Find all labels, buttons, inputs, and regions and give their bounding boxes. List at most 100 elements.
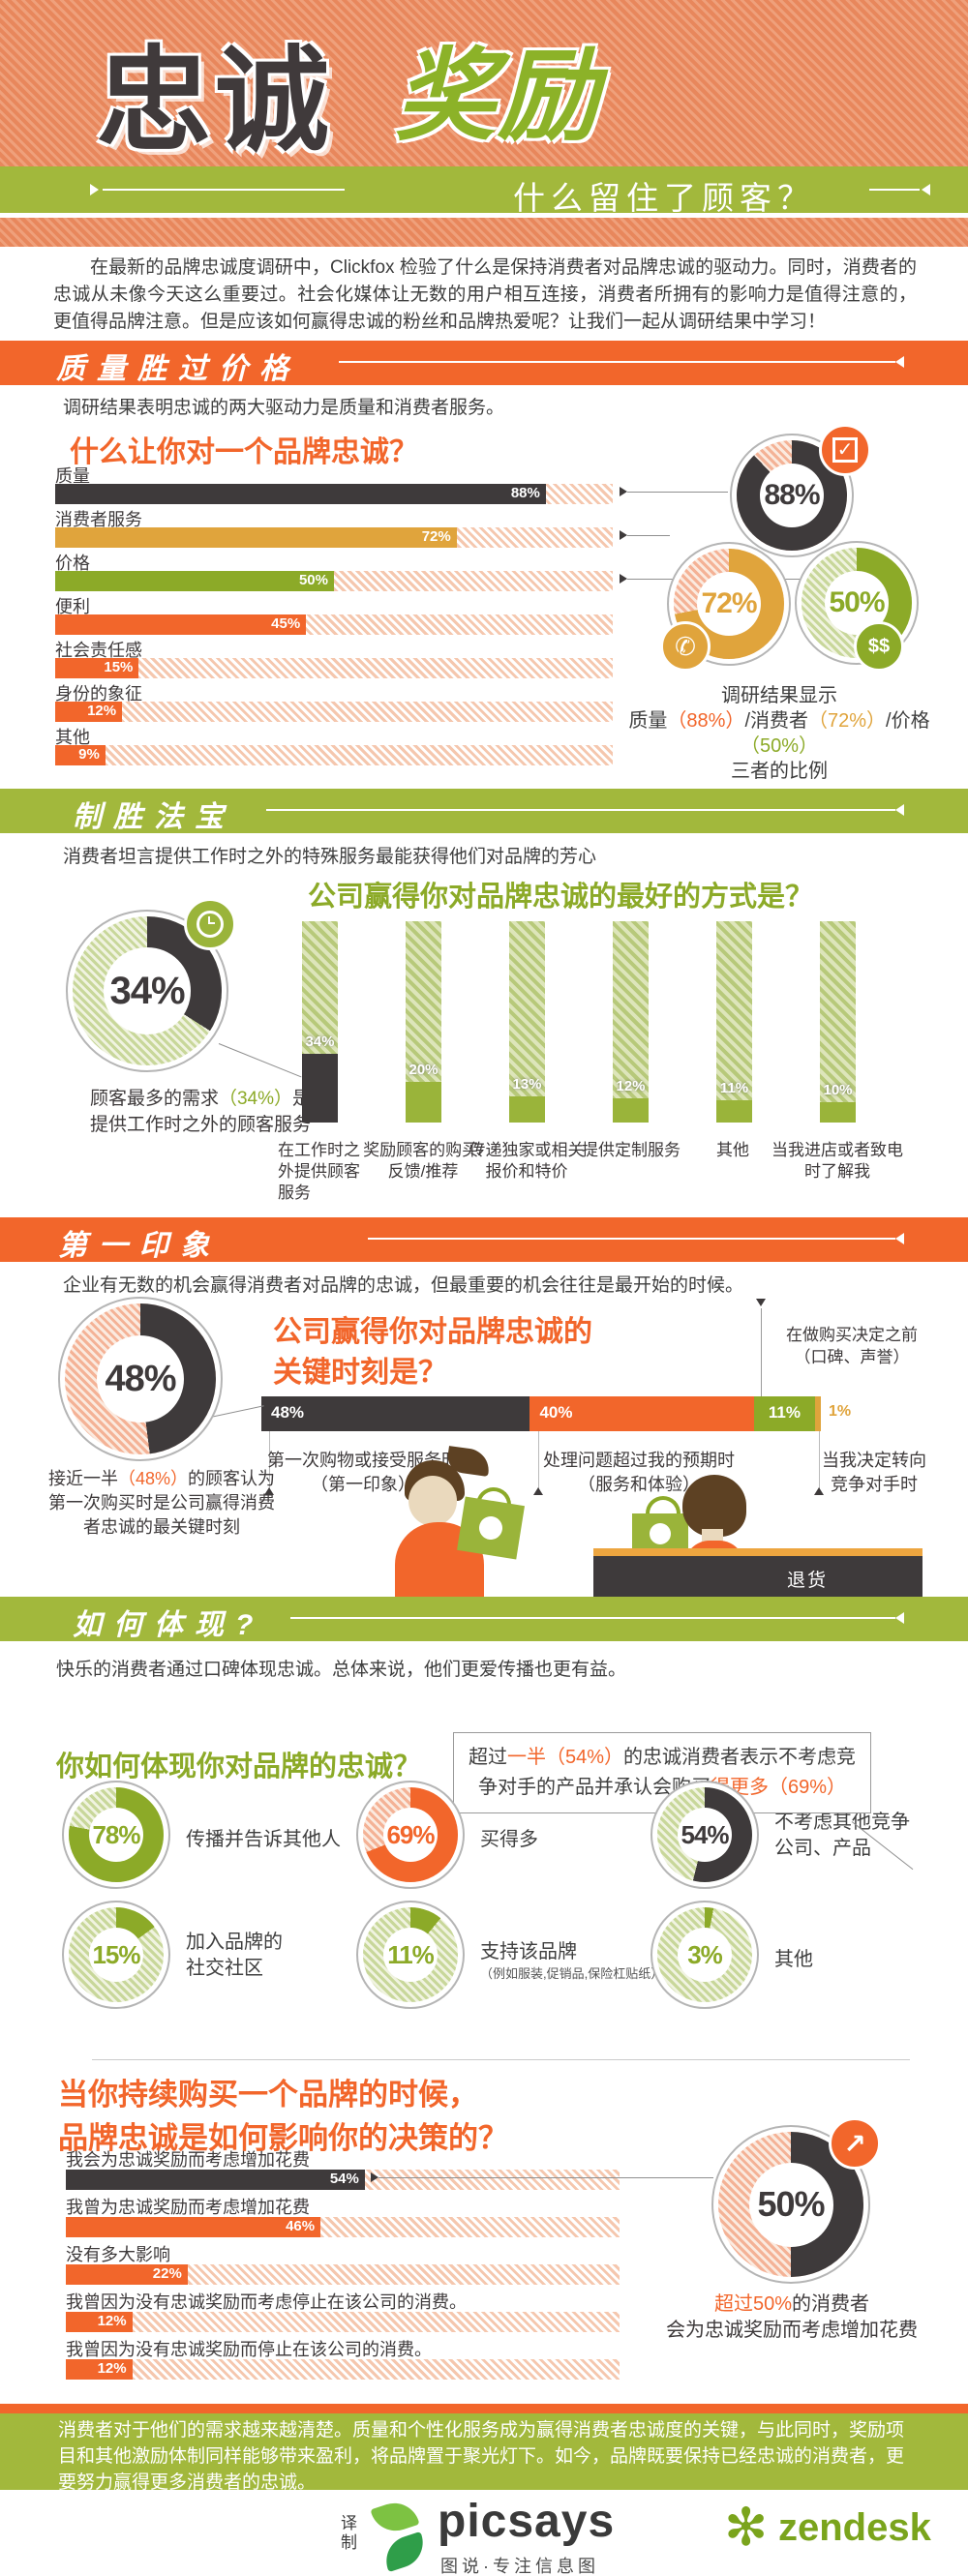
annotation-text: 在做购买决定之前 （口碑、声誉） [770,1324,934,1368]
column-label: 提供定制服务 [582,1141,681,1159]
bar-value: 88% [510,485,540,501]
picsays-tagline: 图说·专注信息图 [440,2557,599,2576]
donut-value: 69% [386,1819,435,1849]
annotation-marker-icon [756,1299,766,1306]
bar-label: 我曾为忠诚奖励而考虑增加花费 [66,2198,310,2217]
counter-body [593,1556,923,1599]
text-segment: 质量 [628,710,668,732]
donut-48: 48% [58,1297,223,1461]
section3-banner-line [368,1238,895,1240]
header-background [0,0,968,166]
chart-row: 便利 45% [55,593,617,637]
donut-54: 54% [650,1781,759,1889]
donut-34: 34% [66,910,228,1072]
tick-line [819,1431,820,1493]
donut50-caption: 超过50%的消费者 会为忠诚奖励而考虑增加花费 [629,2291,954,2344]
section4-banner-line [290,1617,895,1619]
text-segment: 的顾客认为第一次购买时是公司赢得消费者忠诚的最关键时刻 [48,1469,276,1537]
chart-row: 我曾因为没有忠诚奖励而考虑停止在该公司的消费。 12% [66,2289,620,2336]
bar-label: 其他 [55,728,90,747]
column-label: 奖励顾客的购买/反馈/推荐 [363,1141,483,1181]
column-label: 当我进店或者致电时了解我 [771,1141,903,1181]
text-segment: 当我决定转向 [822,1451,926,1470]
text-segment: 支持该品牌 [480,1941,577,1962]
section1-lead: 调研结果表明忠诚的两大驱动力是质量和消费者服务。 [63,398,505,418]
bar-fill: 12% [66,2359,133,2380]
donut34-caption: 顾客最多的需求（34%）是 提供工作时之外的顾客服务 [50,1086,350,1138]
bar-value: 46% [286,2218,316,2234]
band-left-arrow-icon [90,184,99,195]
section3-question: 公司赢得你对品牌忠诚的 关键时刻是？ [273,1312,592,1393]
donut-3: 3% [650,1901,759,2009]
text-segment: 得更多（69%） [710,1777,847,1798]
segment-label: 处理问题超过我的预期时 （服务和体验） [523,1449,755,1497]
stack-segment: 48% [261,1396,530,1431]
summary-line2: 质量（88%）/消费者（72%）/价格 （50%） [600,708,958,759]
bar-value: 72% [421,528,451,545]
decision-impact-chart: 我会为忠诚奖励而考虑增加花费 54% 我曾为忠诚奖励而考虑增加花费 46% 没有… [66,2146,620,2383]
chart-row: 我会为忠诚奖励而考虑增加花费 54% [66,2146,620,2194]
donut-value: 34% [109,969,185,1012]
bar-label: 质量 [55,466,90,486]
divider-line [92,2059,910,2060]
summary-line3: 三者的比例 [731,761,828,782]
picsays-logo-icon [370,2496,430,2573]
connector-arrow-icon [620,574,627,584]
donut-15: 15% [62,1901,170,2009]
bar-fill: 72% [55,527,457,548]
zendesk-logo-text: zendesk [778,2506,931,2549]
section1-summary: 调研结果显示 质量（88%）/消费者（72%）/价格 （50%） 三者的比例 [600,683,958,784]
column-label: 传递独家或相关报价和特价 [469,1141,585,1181]
return-counter-illustration: 退货 [593,1471,923,1599]
column-label: 在工作时之外提供顾客服务 [278,1141,360,1202]
column-value: 20% [408,1062,439,1079]
bar-fill: 50% [55,571,334,591]
chart-row: 其他 9% [55,724,617,767]
connector-line [627,535,670,536]
picsays-logo-text: picsays [438,2496,616,2547]
text-segment: 竞争对手时 [831,1475,918,1494]
text-segment: /价格 [886,710,930,732]
credit-label: 译制 [341,2514,357,2552]
text-segment: 超过50% [713,2293,793,2315]
donut-value: 88% [764,479,820,511]
bar-label: 我曾因为没有忠诚奖励而停止在该公司的消费。 [66,2340,432,2359]
connector-line [378,2177,713,2178]
bar-fill: 46% [66,2217,321,2237]
tick-line [269,1431,270,1493]
counter-bag [632,1513,688,1554]
question-line1: 公司赢得你对品牌忠诚的 [273,1316,592,1348]
segment-label: 第一次购物或接受服务时 （第一印象） [247,1449,479,1497]
column: 34% [302,921,338,1123]
bar-value: 22% [152,2265,182,2282]
section2-question: 公司赢得你对品牌忠诚的最好的方式是？ [308,882,814,913]
column-fill [406,1082,441,1123]
shopping-bag [457,1496,525,1560]
main-title-dark: 忠诚 [97,38,334,165]
annotation-line [761,1308,762,1396]
donut-value: 15% [92,1939,140,1969]
bar-fill: 54% [66,2170,365,2190]
section3-lead: 企业有无数的机会赢得消费者对品牌的忠诚，但最重要的机会往往是最开始的时候。 [63,1275,744,1296]
tick-line [538,1431,539,1493]
key-moment-stacked-bar: 48% 40% 11% [261,1396,821,1431]
donut-69: 69% [356,1781,465,1889]
text-segment: 的消费者 [792,2293,870,2315]
bar-fill: 15% [55,658,139,678]
column: 20% [406,921,441,1123]
section3-banner [0,1217,968,1262]
footer-green-band [0,2413,968,2490]
column-value: 11% [719,1080,749,1097]
donut-label: 其他 [774,1949,813,1970]
column: 11% [716,921,752,1123]
section2-banner [0,789,968,833]
chart-row: 社会责任感 15% [55,637,617,680]
text-segment: （88%） [667,710,745,732]
column-fill [509,1095,545,1123]
bar-value: 54% [329,2171,359,2187]
section1-banner [0,341,968,385]
segment-value-outside: 1% [829,1403,852,1420]
donut-label: 不考虑其他竞争公司、产品 [774,1812,910,1859]
text-segment: 处理问题超过我的预期时 [543,1451,735,1470]
tick-marker-icon [533,1487,543,1495]
